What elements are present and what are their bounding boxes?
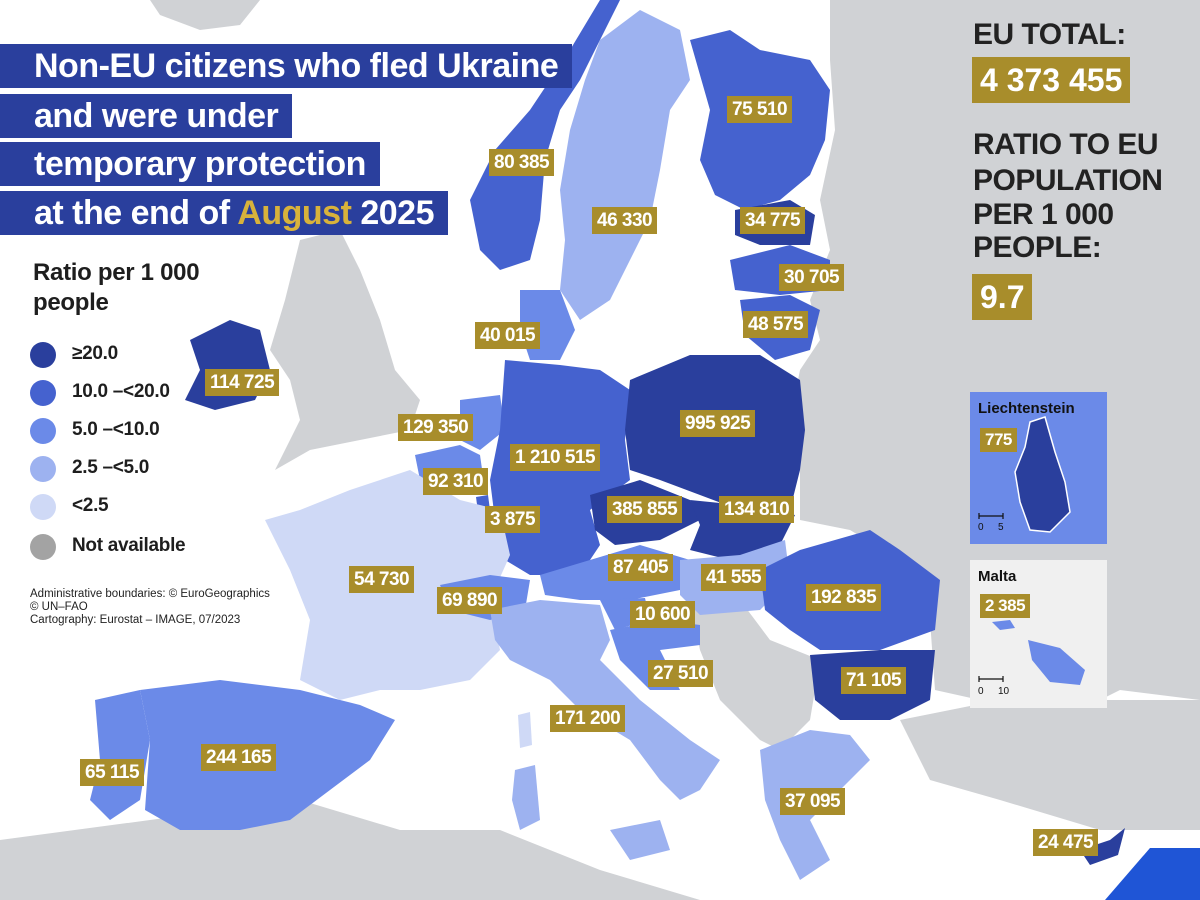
value-label-ireland: 114 725	[205, 369, 280, 396]
legend-swatch	[30, 456, 56, 482]
value-label-poland: 995 925	[680, 410, 756, 437]
legend-swatch	[30, 342, 56, 368]
value-label-switzerland: 69 890	[437, 587, 503, 614]
malta-scale-0: 0	[978, 686, 984, 697]
eu-total-label: EU TOTAL:	[973, 18, 1126, 51]
title-line-3: temporary protection	[0, 142, 380, 186]
value-label-sweden: 46 330	[592, 207, 658, 234]
value-label-portugal: 65 115	[80, 759, 145, 786]
title-line-2: and were under	[0, 94, 293, 138]
value-label-luxembourg: 3 875	[485, 506, 541, 533]
legend-label: ≥20.0	[72, 343, 118, 364]
legend-title: Ratio per 1 000 people	[33, 259, 200, 316]
country-sicily	[610, 820, 670, 860]
value-label-netherlands: 129 350	[398, 414, 474, 441]
legend-swatch	[30, 494, 56, 520]
malta-scale-max: 10	[998, 686, 1010, 697]
value-label-lithuania: 48 575	[743, 311, 809, 338]
liechtenstein-scalebar-line	[978, 513, 1004, 519]
liechtenstein-scale-0: 0	[978, 522, 984, 533]
ratio-label-1: RATIO TO EU	[973, 128, 1159, 161]
liechtenstein-title: Liechtenstein	[978, 400, 1075, 417]
value-label-austria: 87 405	[608, 554, 674, 581]
land-turkey	[900, 700, 1200, 830]
liechtenstein-shape	[1014, 416, 1071, 533]
malta-shape	[992, 620, 1085, 685]
value-label-denmark: 40 015	[475, 322, 541, 349]
title-prefix: at the end of	[34, 194, 238, 232]
value-label-bulgaria: 71 105	[841, 667, 907, 694]
value-label-latvia: 30 705	[779, 264, 845, 291]
country-sweden	[560, 10, 690, 320]
credits-line-2: © UN–FAO	[30, 601, 88, 613]
value-label-estonia: 34 775	[740, 207, 806, 234]
credits-line-3: Cartography: Eurostat – IMAGE, 07/2023	[30, 614, 241, 626]
value-label-germany: 1 210 515	[510, 444, 601, 471]
value-label-cyprus: 24 475	[1033, 829, 1099, 856]
value-label-slovakia: 134 810	[719, 496, 795, 523]
ratio-value: 9.7	[972, 274, 1033, 320]
legend-label: 2.5 –<5.0	[72, 457, 150, 478]
title-suffix: 2025	[351, 194, 434, 232]
country-portugal	[90, 690, 150, 820]
value-label-spain: 244 165	[201, 744, 277, 771]
value-label-belgium: 92 310	[423, 468, 489, 495]
value-label-liechtenstein: 775	[980, 428, 1017, 452]
ratio-label-4: PEOPLE:	[973, 231, 1102, 264]
country-croatia	[610, 620, 700, 690]
malta-scalebar-line	[978, 676, 1004, 682]
corner-stripe	[1105, 848, 1200, 900]
value-label-czechia: 385 855	[607, 496, 683, 523]
legend-label: Not available	[72, 535, 186, 556]
legend-swatch	[30, 534, 56, 560]
credits: Administrative boundaries: © EuroGeograp…	[30, 588, 270, 627]
land-balkans	[690, 600, 820, 750]
value-label-france: 54 730	[349, 566, 415, 593]
malta-title: Malta	[978, 568, 1017, 585]
liechtenstein-scale-max: 5	[998, 522, 1004, 533]
legend-swatch	[30, 418, 56, 444]
legend-label: 5.0 –<10.0	[72, 419, 160, 440]
legend-label: 10.0 –<20.0	[72, 381, 170, 402]
value-label-hungary: 41 555	[701, 564, 767, 591]
value-label-romania: 192 835	[806, 584, 882, 611]
value-label-malta: 2 385	[980, 594, 1031, 618]
value-label-croatia: 27 510	[648, 660, 714, 687]
inset-malta: Malta 2 385 0 10	[970, 560, 1107, 708]
country-italy	[490, 600, 720, 800]
ratio-label-3: PER 1 000	[973, 198, 1114, 231]
value-label-norway: 80 385	[489, 149, 555, 176]
title-line-1: Non-EU citizens who fled Ukraine	[0, 44, 573, 88]
ratio-label-2: POPULATION	[973, 164, 1163, 197]
value-label-finland: 75 510	[727, 96, 793, 123]
country-corsica	[518, 712, 532, 748]
eu-total-value: 4 373 455	[972, 57, 1131, 103]
value-label-italy: 171 200	[550, 705, 626, 732]
legend-label: <2.5	[72, 495, 109, 516]
country-sardinia	[512, 765, 540, 830]
inset-liechtenstein: Liechtenstein 775 0 5	[970, 392, 1107, 544]
land-iceland	[150, 0, 260, 30]
value-label-greece: 37 095	[780, 788, 846, 815]
country-norway	[470, 0, 620, 270]
credits-line-1: Administrative boundaries: © EuroGeograp…	[30, 588, 270, 600]
legend-swatch	[30, 380, 56, 406]
land-uk	[270, 230, 420, 470]
value-label-slovenia: 10 600	[630, 601, 696, 628]
title-month: August	[237, 194, 352, 232]
title-line-4: at the end of August 2025	[0, 191, 448, 235]
